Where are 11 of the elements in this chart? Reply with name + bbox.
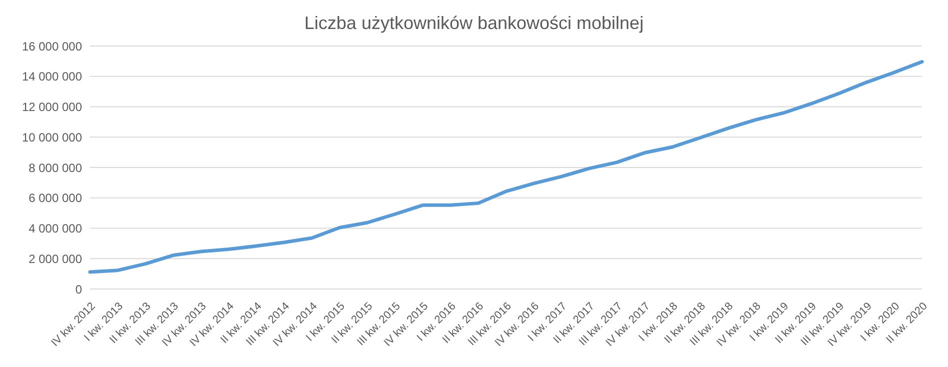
chart-title: Liczba użytkowników bankowości mobilnej: [303, 12, 645, 35]
y-tick-label: 6 000 000: [28, 191, 82, 206]
y-tick-label: 4 000 000: [28, 222, 82, 236]
y-tick-label: 16 000 000: [22, 39, 82, 54]
y-tick-label: 12 000 000: [22, 100, 82, 114]
y-tick-label: 10 000 000: [22, 130, 82, 144]
y-tick-label: 8 000 000: [28, 160, 82, 175]
line-series: [88, 60, 924, 274]
y-tick-label: 0: [75, 282, 82, 296]
y-tick-label: 2 000 000: [28, 252, 82, 266]
y-tick-label: 14 000 000: [22, 70, 82, 84]
